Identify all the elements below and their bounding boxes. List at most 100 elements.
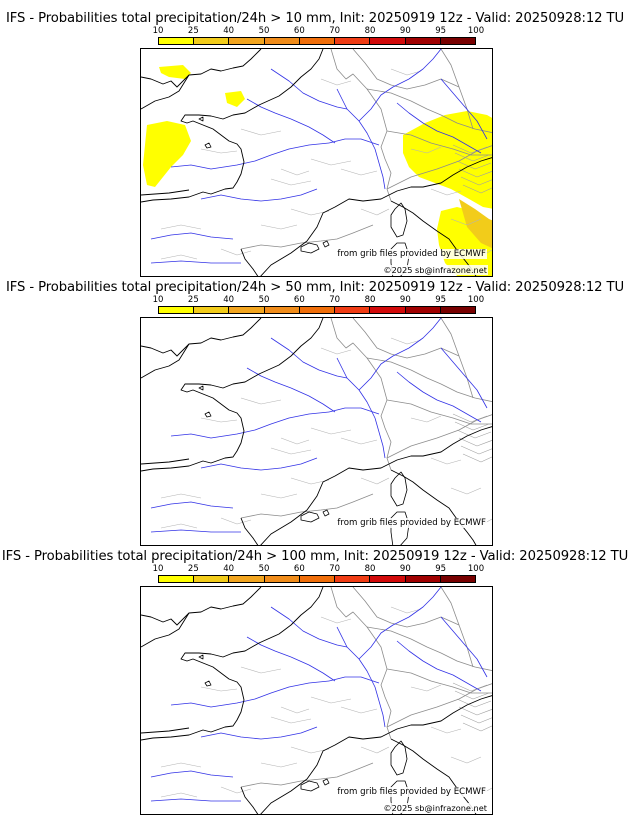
admin-boundary bbox=[310, 427, 352, 435]
country-border bbox=[352, 49, 460, 90]
relief-contour bbox=[456, 698, 492, 708]
admin-boundary bbox=[390, 606, 422, 614]
colorbar-boxes bbox=[158, 306, 476, 314]
colorbar-swatch bbox=[194, 307, 230, 313]
admin-boundary bbox=[320, 616, 352, 624]
colorbar-tick-label: 10 bbox=[152, 295, 164, 305]
relief-contour bbox=[452, 144, 488, 154]
colorbar-tick-label: 70 bbox=[329, 26, 341, 36]
coastline bbox=[141, 318, 324, 472]
admin-boundary bbox=[260, 762, 298, 768]
admin-boundary bbox=[430, 457, 462, 465]
colorbar-tick-label: 100 bbox=[467, 26, 485, 36]
coastline bbox=[141, 343, 190, 357]
colorbar-tick-label: 95 bbox=[435, 26, 447, 36]
admin-boundary bbox=[450, 218, 482, 226]
island bbox=[198, 116, 204, 122]
admin-boundary bbox=[320, 347, 352, 355]
colorbar-tick-label: 40 bbox=[223, 26, 235, 36]
admin-boundary bbox=[270, 447, 312, 455]
map-panel-2: from grib files provided by ECMWF bbox=[140, 317, 493, 546]
coastline bbox=[390, 469, 477, 545]
coastline bbox=[240, 248, 259, 276]
island bbox=[322, 240, 330, 248]
coastline bbox=[240, 786, 259, 814]
relief-contour bbox=[456, 429, 492, 439]
river bbox=[328, 676, 380, 684]
admin-boundary bbox=[270, 716, 312, 724]
relief-contour bbox=[462, 453, 492, 463]
credit-text: from grib files provided by ECMWF bbox=[336, 787, 487, 797]
colorbar-tick-label: 25 bbox=[187, 564, 199, 574]
colorbar-swatch bbox=[405, 307, 441, 313]
coastline bbox=[141, 587, 262, 648]
precip-area-alps-east bbox=[403, 111, 492, 209]
admin-boundary bbox=[310, 158, 352, 166]
admin-boundary bbox=[160, 254, 198, 260]
colorbar-tick-label: 60 bbox=[293, 26, 305, 36]
colorbar-tick-label: 90 bbox=[399, 295, 411, 305]
copyright-text: ©2025 sb@infrazone.net bbox=[382, 265, 488, 275]
colorbar-swatch bbox=[264, 576, 300, 582]
admin-boundary bbox=[360, 746, 390, 754]
colorbar-swatch bbox=[229, 307, 265, 313]
coastline bbox=[141, 189, 190, 196]
island bbox=[300, 780, 320, 792]
colorbar-swatch bbox=[299, 38, 336, 44]
country-border bbox=[440, 49, 474, 130]
river bbox=[150, 260, 241, 264]
river bbox=[200, 726, 318, 740]
admin-boundary bbox=[410, 684, 442, 692]
colorbar-swatch bbox=[264, 38, 300, 44]
credit-text: from grib files provided by ECMWF bbox=[336, 518, 487, 528]
river bbox=[374, 148, 386, 190]
admin-boundary bbox=[270, 178, 312, 186]
river bbox=[170, 411, 330, 439]
admin-boundary bbox=[200, 148, 238, 154]
colorbar-swatch bbox=[440, 307, 475, 313]
colorbar-tick-label: 50 bbox=[258, 26, 270, 36]
river bbox=[336, 88, 376, 150]
country-border bbox=[352, 318, 460, 359]
relief-contour bbox=[452, 682, 488, 692]
river bbox=[270, 606, 348, 648]
colorbar-tick-label: 80 bbox=[364, 564, 376, 574]
river bbox=[170, 680, 330, 708]
admin-boundary bbox=[450, 756, 482, 764]
river bbox=[396, 640, 482, 692]
country-border bbox=[440, 587, 474, 668]
colorbar-boxes bbox=[158, 37, 476, 45]
colorbar-ticks: 10 25 40 50 60 70 80 90 95 100 bbox=[153, 295, 485, 305]
colorbar-swatch bbox=[159, 576, 195, 582]
island bbox=[322, 778, 330, 786]
colorbar-swatch bbox=[229, 38, 265, 44]
admin-boundary bbox=[160, 762, 202, 768]
coastline bbox=[141, 49, 324, 203]
colorbar-swatch bbox=[335, 38, 371, 44]
river bbox=[150, 529, 241, 533]
colorbar-boxes bbox=[158, 575, 476, 583]
country-border bbox=[240, 224, 374, 250]
river bbox=[246, 636, 292, 658]
admin-boundary bbox=[410, 146, 442, 154]
river bbox=[150, 232, 234, 240]
admin-boundary bbox=[340, 437, 378, 445]
colorbar-swatch bbox=[229, 576, 265, 582]
colorbar-swatch bbox=[405, 576, 441, 582]
admin-boundary bbox=[360, 477, 390, 485]
colorbar-tick-label: 100 bbox=[467, 564, 485, 574]
admin-boundary bbox=[200, 686, 238, 692]
colorbar-swatch bbox=[370, 576, 406, 582]
coastline bbox=[141, 587, 324, 741]
colorbar-tick-label: 70 bbox=[329, 564, 341, 574]
colorbar-tick-label: 95 bbox=[435, 564, 447, 574]
colorbar-tick-label: 60 bbox=[293, 564, 305, 574]
river bbox=[336, 626, 376, 688]
relief-contour bbox=[458, 706, 492, 716]
colorbar-tick-label: 60 bbox=[293, 295, 305, 305]
admin-boundary bbox=[160, 493, 202, 499]
colorbar-swatch bbox=[370, 38, 406, 44]
admin-boundary bbox=[280, 168, 310, 176]
panel-title: IFS - Probabilities total precipitation/… bbox=[5, 11, 625, 26]
island bbox=[390, 471, 408, 507]
